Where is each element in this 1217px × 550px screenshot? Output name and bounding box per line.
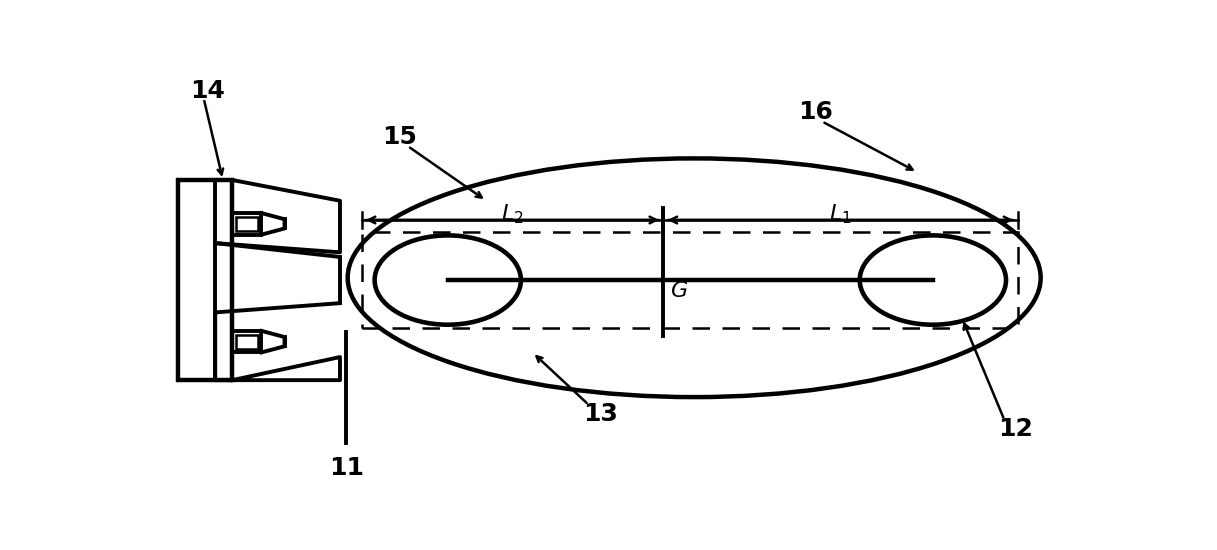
Bar [232,331,262,353]
Text: 12: 12 [999,417,1033,442]
Bar [236,335,258,349]
Bar [232,213,262,235]
Text: $L_1$: $L_1$ [829,202,852,226]
Text: $G$: $G$ [669,281,688,301]
Bar [178,180,232,380]
Bar [361,232,1017,328]
Text: 15: 15 [382,125,417,149]
Text: 13: 13 [583,402,618,426]
Bar [236,217,258,231]
Text: 14: 14 [190,79,225,103]
Text: 16: 16 [798,100,834,124]
Text: $L_2$: $L_2$ [501,202,523,226]
Text: 11: 11 [329,456,364,480]
